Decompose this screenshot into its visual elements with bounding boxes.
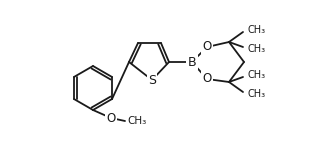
Text: O: O	[202, 72, 211, 86]
Text: O: O	[107, 111, 116, 124]
Text: O: O	[202, 40, 211, 54]
Text: CH₃: CH₃	[247, 70, 265, 80]
Text: CH₃: CH₃	[247, 89, 265, 99]
Text: S: S	[148, 75, 156, 87]
Text: CH₃: CH₃	[247, 44, 265, 54]
Text: CH₃: CH₃	[127, 116, 146, 126]
Text: CH₃: CH₃	[247, 25, 265, 35]
Text: B: B	[188, 56, 196, 69]
